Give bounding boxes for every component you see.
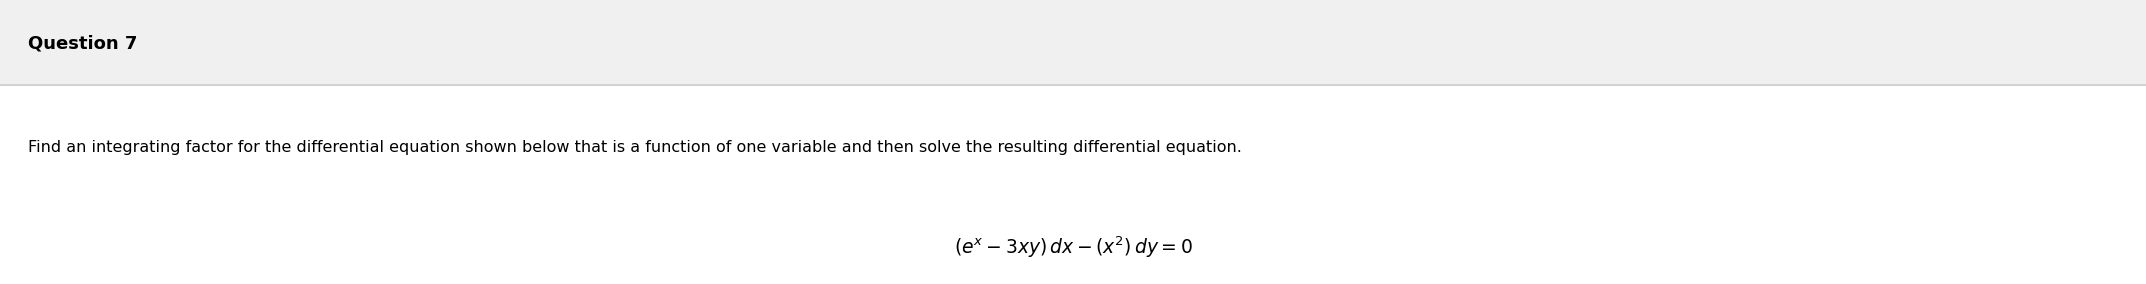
Bar — [0, 0, 2146, 85]
Text: Find an integrating factor for the differential equation shown below that is a f: Find an integrating factor for the diffe… — [28, 140, 1243, 155]
Text: Question 7: Question 7 — [28, 34, 137, 52]
Text: $(e^x - 3xy)\,dx - (x^2)\,dy = 0$: $(e^x - 3xy)\,dx - (x^2)\,dy = 0$ — [953, 234, 1193, 260]
